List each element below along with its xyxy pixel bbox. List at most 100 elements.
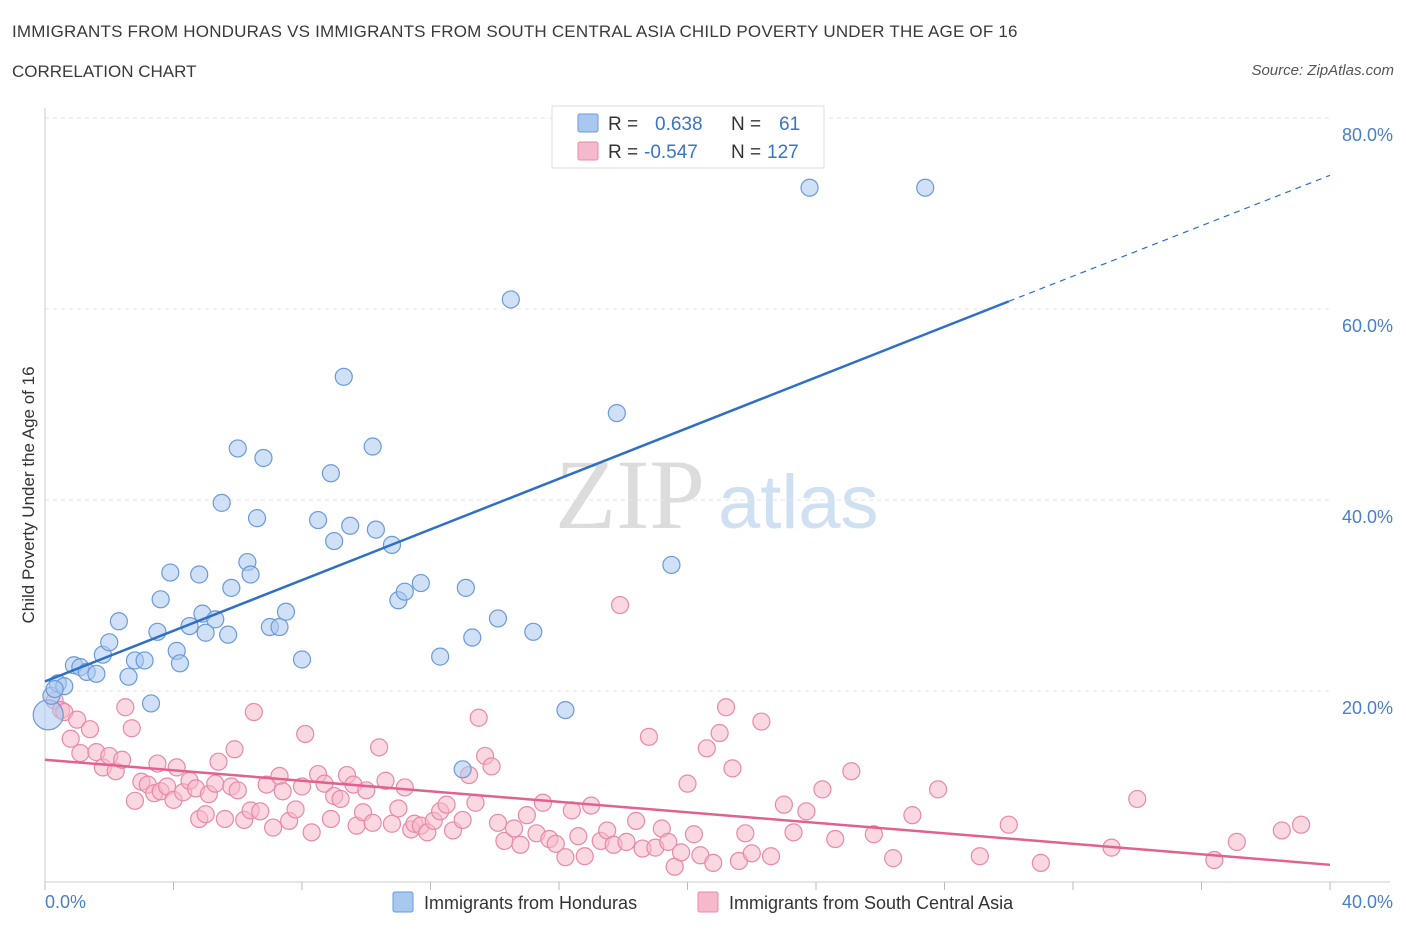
asia-point [1291, 815, 1311, 834]
watermark-zip: ZIP [555, 439, 705, 550]
watermark-atlas: atlas [718, 460, 879, 545]
asia-point [263, 818, 283, 837]
asia-point [68, 710, 87, 729]
asia-point [569, 827, 588, 846]
asia-point [122, 719, 141, 738]
trend-line-asia [44, 758, 1331, 867]
honduras-point [141, 694, 161, 713]
honduras-point [363, 437, 382, 456]
legend-r-value-1: 0.638 [655, 114, 703, 135]
honduras-point [395, 582, 414, 601]
asia-point [826, 829, 845, 849]
asia-point [1031, 853, 1050, 873]
y-tick-label-0: 20.0% [1342, 698, 1393, 718]
asia-point [533, 793, 553, 812]
legend-swatch-asia [577, 141, 599, 161]
series-honduras-points [32, 178, 935, 779]
honduras-point [411, 573, 430, 593]
asia-point [273, 782, 292, 801]
asia-point [626, 811, 646, 830]
asia-point [883, 849, 903, 868]
asia-point [546, 834, 565, 853]
asia-point [742, 844, 761, 863]
honduras-point [228, 439, 247, 458]
asia-point [61, 729, 80, 748]
series-legend: Immigrants from Honduras Immigrants from… [392, 891, 1014, 913]
honduras-point [161, 563, 180, 582]
asia-point [453, 810, 472, 830]
y-tick-label-2: 60.0% [1342, 316, 1393, 336]
honduras-point [292, 650, 312, 669]
asia-point [736, 824, 755, 843]
source-credit: Source: ZipAtlas.com [1251, 62, 1394, 79]
honduras-point [453, 760, 472, 779]
asia-point [504, 819, 524, 838]
asia-point [244, 702, 263, 722]
honduras-point [800, 178, 819, 197]
honduras-point [45, 679, 64, 699]
asia-point [482, 757, 501, 776]
asia-point [225, 740, 244, 759]
asia-point [488, 813, 508, 832]
x-tick-labels: 0.0% 40.0% [45, 892, 1393, 912]
asia-point [575, 847, 594, 866]
asia-point [1128, 789, 1147, 809]
asia-point [784, 823, 803, 842]
honduras-point [222, 578, 241, 597]
asia-point [684, 825, 704, 844]
legend-r-value-2: -0.547 [644, 142, 698, 163]
honduras-point [662, 555, 681, 575]
trend-line-honduras [44, 300, 1010, 683]
honduras-point [119, 667, 138, 686]
honduras-point [135, 651, 154, 670]
x-tick-label-1: 40.0% [1342, 892, 1393, 912]
honduras-point [321, 464, 341, 483]
honduras-point [431, 647, 450, 666]
asia-point [215, 809, 234, 829]
asia-point [903, 806, 922, 825]
asia-point [437, 795, 456, 814]
honduras-point [212, 493, 231, 512]
chart-subtitle: CORRELATION CHART [12, 62, 197, 81]
bottom-legend-swatch-asia [697, 891, 719, 913]
asia-point [116, 698, 135, 717]
asia-point [716, 698, 736, 717]
honduras-point [334, 367, 353, 386]
trend-line-honduras-extension [1008, 174, 1331, 302]
honduras-point [32, 699, 64, 731]
asia-point [511, 835, 530, 854]
asia-point [517, 806, 536, 825]
asia-point [382, 814, 402, 833]
honduras-point [524, 622, 543, 641]
asia-point [678, 774, 697, 793]
asia-point [970, 847, 989, 866]
asia-point [466, 793, 485, 812]
trend-lines [44, 174, 1331, 867]
asia-point [710, 723, 729, 743]
legend-n-value-1: 61 [779, 114, 800, 135]
honduras-point [87, 664, 106, 683]
honduras-point [170, 654, 190, 673]
asia-point [389, 799, 408, 818]
honduras-point [456, 578, 475, 597]
asia-point [167, 758, 186, 777]
asia-point [671, 843, 691, 862]
asia-point [1227, 832, 1246, 851]
legend-n-label-2: N = [731, 142, 761, 163]
honduras-point [556, 700, 575, 720]
asia-point [617, 832, 636, 851]
asia-point [659, 832, 678, 851]
asia-point [610, 595, 630, 615]
honduras-point [488, 609, 508, 628]
legend-r-label-1: R = [608, 114, 638, 135]
asia-point [1272, 821, 1291, 840]
honduras-point [916, 178, 935, 197]
asia-point [331, 789, 350, 809]
asia-point [228, 781, 247, 800]
asia-point [469, 708, 488, 727]
honduras-point [270, 617, 289, 637]
y-axis-label: Child Poverty Under the Age of 16 [19, 366, 38, 623]
asia-point [302, 823, 321, 842]
honduras-point [325, 531, 344, 551]
honduras-point [308, 510, 328, 530]
